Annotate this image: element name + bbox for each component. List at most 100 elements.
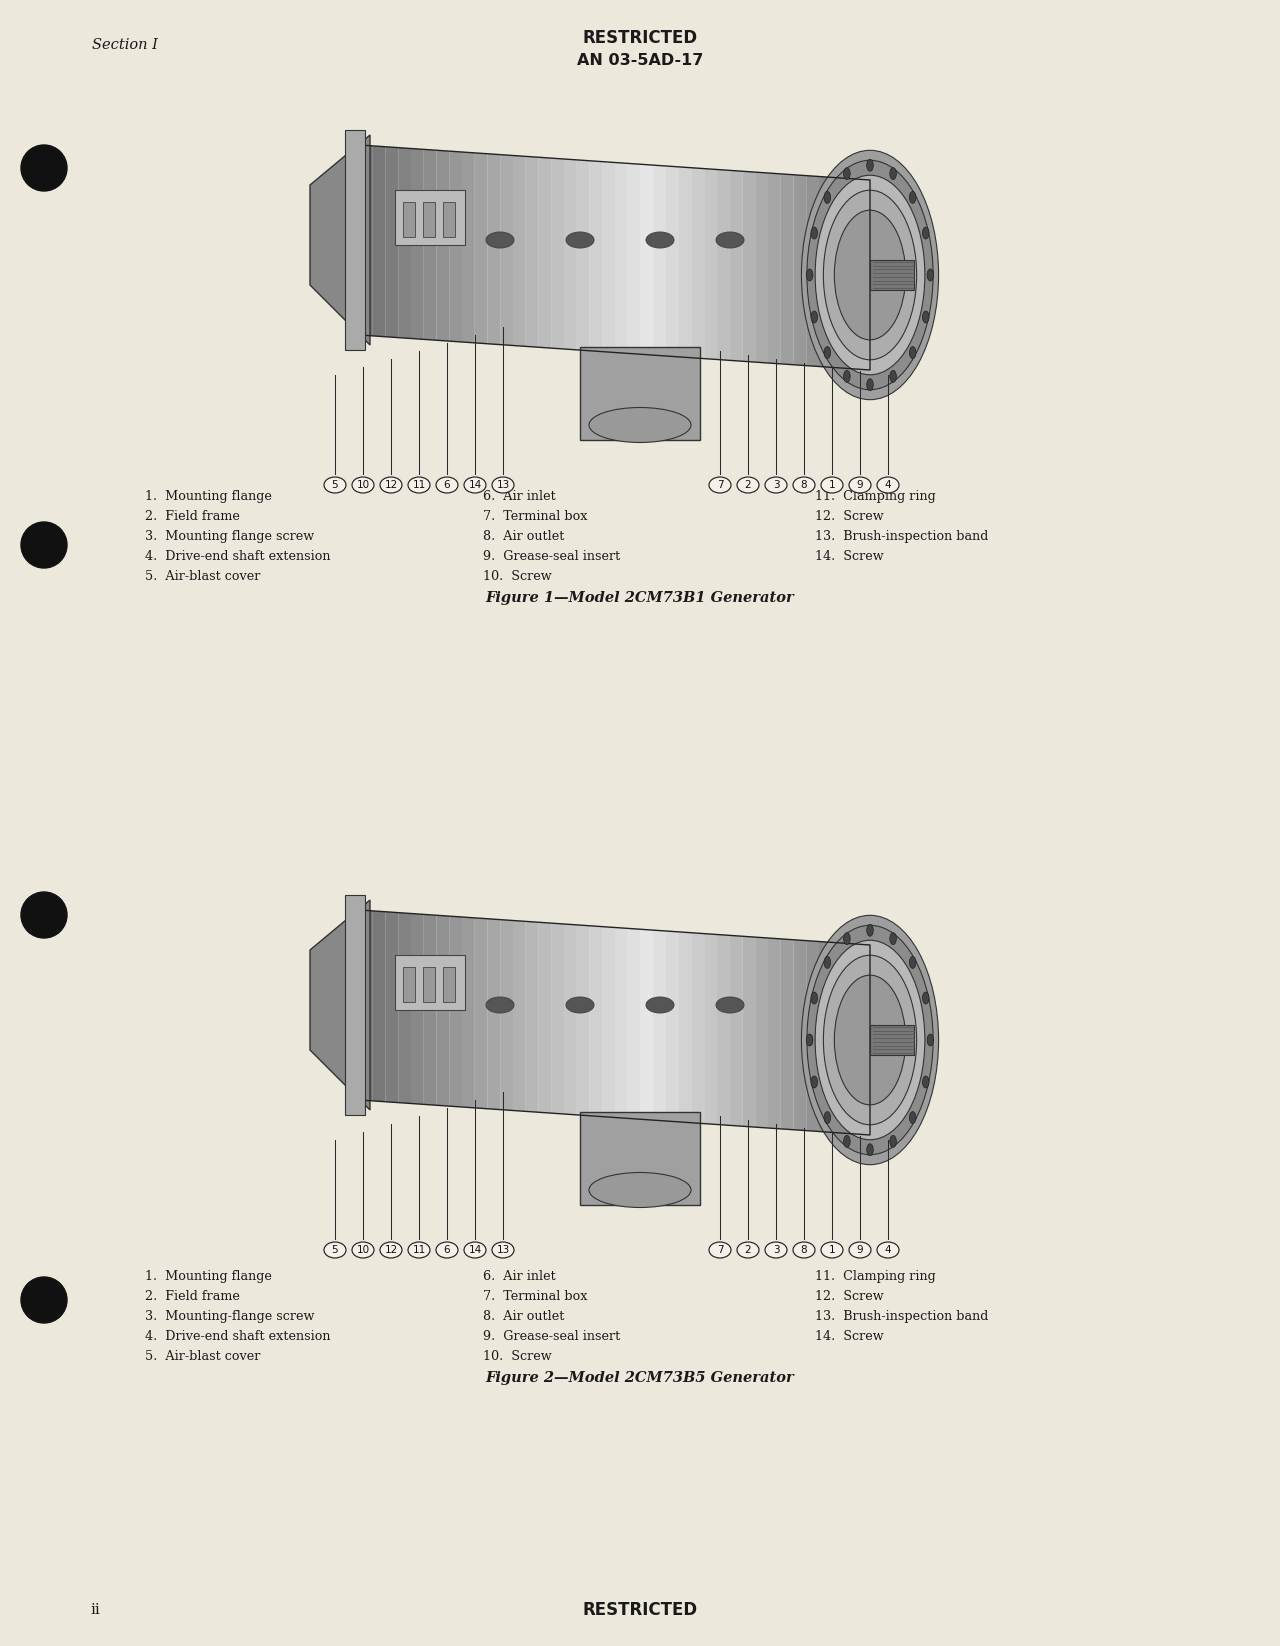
Text: 5: 5 — [332, 1244, 338, 1254]
Ellipse shape — [923, 993, 929, 1004]
Ellipse shape — [923, 311, 929, 323]
Circle shape — [20, 145, 67, 191]
Text: 6.  Air inlet: 6. Air inlet — [483, 1271, 556, 1282]
Polygon shape — [627, 163, 640, 354]
Text: 2.  Field frame: 2. Field frame — [145, 1290, 239, 1304]
Text: AN 03-5AD-17: AN 03-5AD-17 — [577, 53, 703, 67]
Ellipse shape — [820, 1243, 844, 1258]
Text: 13: 13 — [497, 481, 509, 491]
Polygon shape — [870, 260, 914, 290]
Text: 13: 13 — [497, 1244, 509, 1254]
Polygon shape — [411, 914, 424, 1104]
Ellipse shape — [812, 227, 818, 239]
Ellipse shape — [844, 168, 850, 179]
Polygon shape — [500, 920, 513, 1111]
Polygon shape — [398, 148, 411, 339]
Polygon shape — [845, 943, 858, 1134]
Text: 6.  Air inlet: 6. Air inlet — [483, 491, 556, 504]
Ellipse shape — [890, 1136, 896, 1147]
Polygon shape — [346, 130, 365, 351]
Text: 5.  Air-blast cover: 5. Air-blast cover — [145, 1350, 260, 1363]
Polygon shape — [475, 153, 488, 344]
Text: 5.  Air-blast cover: 5. Air-blast cover — [145, 570, 260, 583]
Polygon shape — [577, 160, 590, 351]
Polygon shape — [360, 910, 372, 1101]
Ellipse shape — [890, 168, 896, 179]
Text: 12: 12 — [384, 481, 398, 491]
Ellipse shape — [806, 1034, 813, 1045]
Polygon shape — [603, 927, 614, 1118]
Polygon shape — [424, 150, 436, 341]
Text: 7.  Terminal box: 7. Terminal box — [483, 510, 588, 523]
Ellipse shape — [844, 933, 850, 945]
Ellipse shape — [824, 1111, 831, 1124]
Ellipse shape — [824, 347, 831, 359]
Polygon shape — [310, 900, 370, 1109]
Ellipse shape — [436, 477, 458, 494]
Ellipse shape — [737, 1243, 759, 1258]
Ellipse shape — [849, 1243, 870, 1258]
Polygon shape — [513, 920, 526, 1111]
Text: 9: 9 — [856, 1244, 863, 1254]
Ellipse shape — [909, 191, 916, 204]
Polygon shape — [488, 153, 500, 344]
Text: 4: 4 — [884, 1244, 891, 1254]
Polygon shape — [666, 166, 678, 357]
Bar — [580, 1113, 700, 1205]
Text: 7: 7 — [717, 1244, 723, 1254]
Ellipse shape — [765, 1243, 787, 1258]
Polygon shape — [462, 151, 475, 342]
Ellipse shape — [589, 408, 691, 443]
Polygon shape — [449, 151, 462, 342]
Polygon shape — [870, 1025, 914, 1055]
Ellipse shape — [486, 997, 515, 1012]
Polygon shape — [730, 935, 742, 1126]
Ellipse shape — [566, 997, 594, 1012]
Polygon shape — [614, 927, 627, 1118]
Ellipse shape — [877, 1243, 899, 1258]
Polygon shape — [819, 942, 832, 1132]
Polygon shape — [360, 145, 372, 336]
Polygon shape — [603, 161, 614, 352]
Text: 3: 3 — [773, 1244, 780, 1254]
Text: 6: 6 — [444, 1244, 451, 1254]
Ellipse shape — [352, 1243, 374, 1258]
Ellipse shape — [923, 227, 929, 239]
Polygon shape — [424, 915, 436, 1104]
Polygon shape — [730, 171, 742, 360]
Text: 10.  Screw: 10. Screw — [483, 1350, 552, 1363]
Ellipse shape — [890, 370, 896, 382]
Ellipse shape — [823, 191, 916, 360]
Text: 1: 1 — [828, 481, 836, 491]
Polygon shape — [526, 156, 539, 347]
Ellipse shape — [709, 477, 731, 494]
Text: 11: 11 — [412, 481, 426, 491]
Polygon shape — [385, 912, 398, 1103]
Ellipse shape — [465, 477, 486, 494]
Ellipse shape — [867, 1144, 873, 1155]
Text: 14: 14 — [468, 1244, 481, 1254]
Ellipse shape — [867, 379, 873, 390]
Circle shape — [20, 892, 67, 938]
Ellipse shape — [844, 370, 850, 382]
Polygon shape — [691, 933, 704, 1124]
Text: Section I: Section I — [92, 38, 157, 53]
Ellipse shape — [812, 993, 818, 1004]
Bar — [396, 189, 465, 245]
Ellipse shape — [835, 974, 906, 1104]
Ellipse shape — [927, 268, 933, 281]
Polygon shape — [832, 943, 845, 1132]
Polygon shape — [704, 168, 717, 359]
Ellipse shape — [709, 1243, 731, 1258]
Polygon shape — [755, 173, 768, 364]
Polygon shape — [590, 161, 603, 352]
Ellipse shape — [867, 925, 873, 937]
Circle shape — [20, 522, 67, 568]
Ellipse shape — [352, 477, 374, 494]
Text: 11.  Clamping ring: 11. Clamping ring — [815, 1271, 936, 1282]
Ellipse shape — [737, 477, 759, 494]
Ellipse shape — [380, 1243, 402, 1258]
Bar — [443, 966, 454, 1002]
Text: 12.  Screw: 12. Screw — [815, 1290, 883, 1304]
Polygon shape — [627, 928, 640, 1119]
